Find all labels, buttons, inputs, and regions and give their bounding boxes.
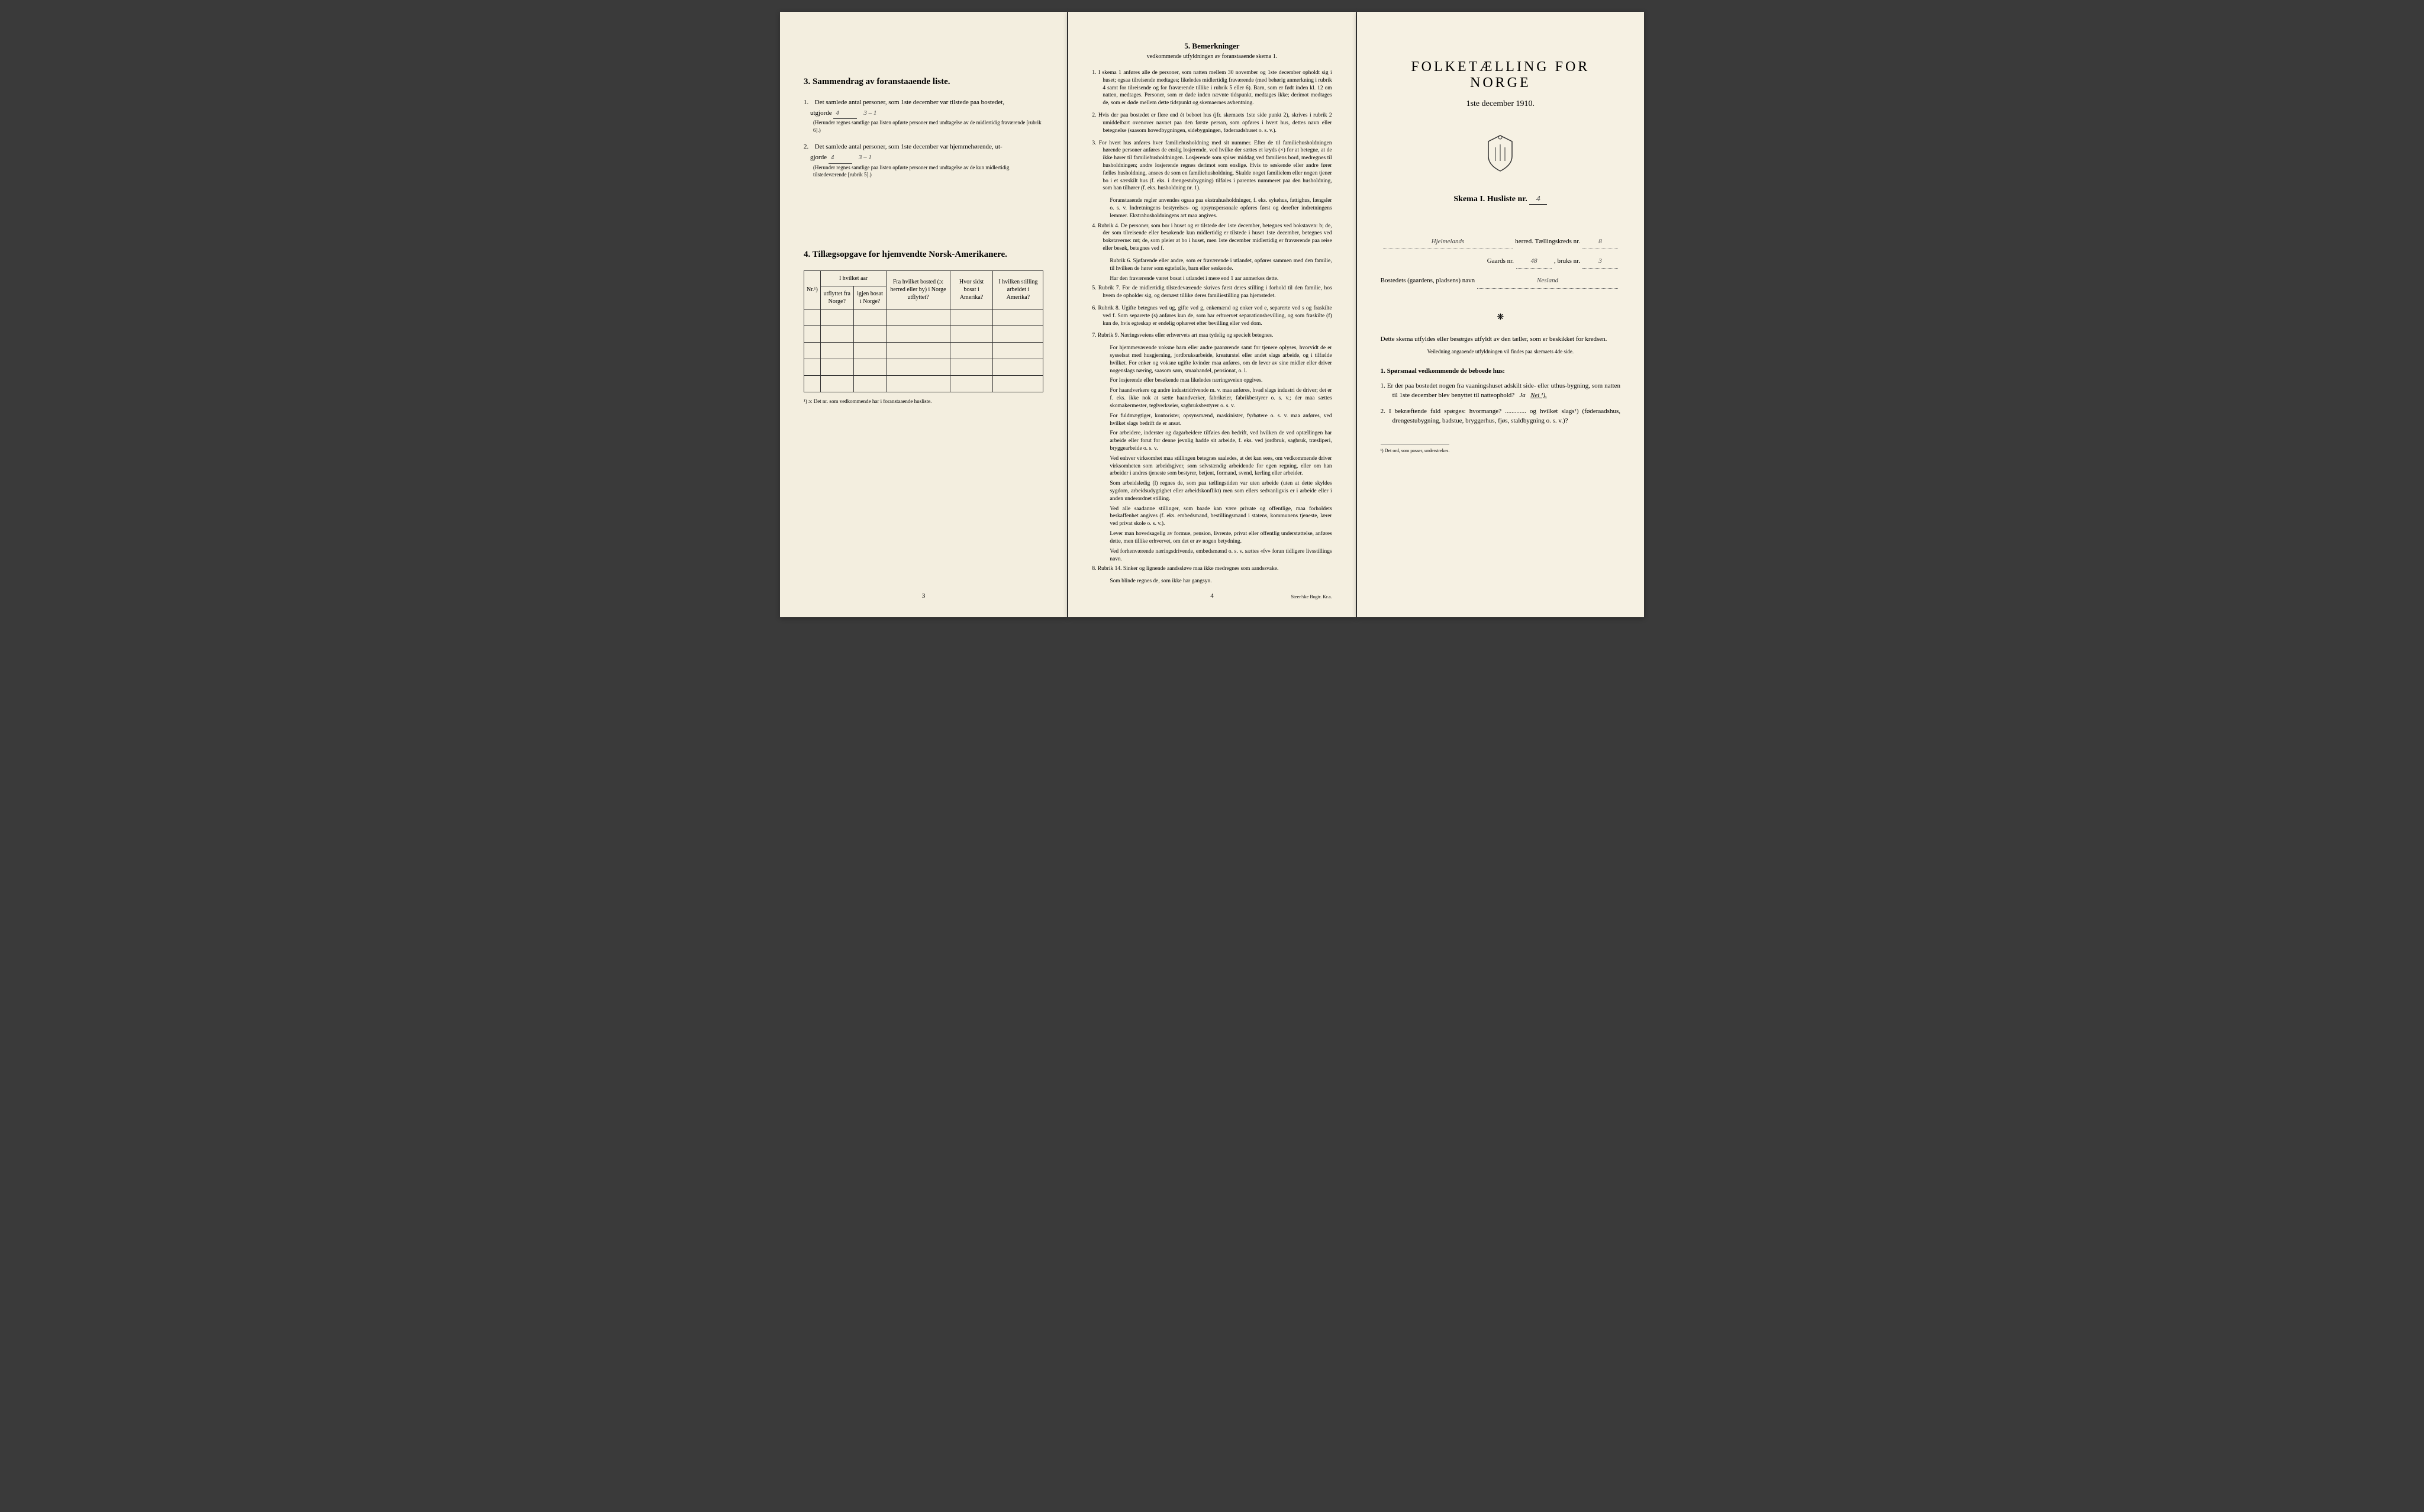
bruk-label: , bruks nr. — [1554, 254, 1580, 268]
instruction-sub: Veiledning angaaende utfyldningen vil fi… — [1381, 349, 1620, 354]
col-nr: Nr.¹) — [804, 270, 821, 309]
main-title: FOLKETÆLLING FOR NORGE — [1381, 59, 1620, 91]
bemerk-7-sub7: Som arbeidsledig (l) regnes de, som paa … — [1092, 480, 1332, 502]
item-2-val2: 3 – 1 — [859, 154, 872, 161]
section-5-subtitle: vedkommende utfyldningen av foranstaaend… — [1092, 53, 1332, 60]
page-1: 3. Sammendrag av foranstaaende liste. 1.… — [780, 12, 1067, 617]
q1-nei: Nei ¹). — [1530, 392, 1547, 399]
printer-mark: Steen'ske Bogtr. Kr.a. — [1291, 594, 1332, 599]
item-1-num: 1. — [804, 98, 813, 108]
col-utflyttet: utflyttet fra Norge? — [820, 286, 853, 309]
bemerk-8: 8. Rubrik 14. Sinker og lignende aandssl… — [1092, 565, 1332, 573]
gaard-val: 48 — [1516, 254, 1552, 269]
item-2-val1: 4 — [829, 153, 852, 164]
bemerk-4-sub2: Har den fraværende været bosat i utlande… — [1092, 275, 1332, 283]
table-row — [804, 375, 1043, 392]
item-1-text: Det samlede antal personer, som 1ste dec… — [815, 99, 1004, 106]
item-2-note: (Herunder regnes samtlige paa listen opf… — [804, 164, 1043, 179]
bemerk-7-sub4: For fuldmægtiger, kontorister, opsynsmæn… — [1092, 412, 1332, 428]
document-container: 3. Sammendrag av foranstaaende liste. 1.… — [780, 12, 1644, 617]
bemerk-7-sub6: Ved enhver virksomhet maa stillingen bet… — [1092, 455, 1332, 478]
table-footnote: ¹) ɔ: Det nr. som vedkommende har i fora… — [804, 398, 1043, 404]
table-row — [804, 342, 1043, 359]
question-2: 2. I bekræftende fald spørges: hvormange… — [1381, 407, 1620, 426]
bemerk-2: 2. Hvis der paa bostedet er flere end ét… — [1092, 112, 1332, 134]
bemerk-7-sub9: Lever man hovedsagelig av formue, pensio… — [1092, 530, 1332, 546]
q1-ja: Ja — [1519, 392, 1525, 399]
bemerk-1: 1. I skema 1 anføres alle de personer, s… — [1092, 69, 1332, 107]
ornament-icon: ❋ — [1381, 312, 1620, 323]
gaard-label: Gaards nr. — [1487, 254, 1514, 268]
bemerk-4: 4. Rubrik 4. De personer, som bor i huse… — [1092, 223, 1332, 253]
col-igjen: igjen bosat i Norge? — [853, 286, 887, 309]
bruk-val: 3 — [1582, 254, 1618, 269]
col-amerika: Hvor sidst bosat i Amerika? — [950, 270, 993, 309]
bemerk-7-sub8: Ved alle saadanne stillinger, som baade … — [1092, 505, 1332, 528]
bemerk-4-sub1: Rubrik 6. Sjøfarende eller andre, som er… — [1092, 257, 1332, 273]
bemerk-6: 6. Rubrik 8. Ugifte betegnes ved ug, gif… — [1092, 305, 1332, 327]
bemerk-3: 3. For hvert hus anføres hver familiehus… — [1092, 140, 1332, 193]
coat-of-arms-icon — [1381, 133, 1620, 177]
questions-section: 1. Spørsmaal vedkommende de beboede hus:… — [1381, 366, 1620, 426]
q-heading: 1. Spørsmaal vedkommende de beboede hus: — [1381, 366, 1620, 376]
col-bosted: Fra hvilket bosted (ɔ: herred eller by) … — [887, 270, 950, 309]
item-1-val2: 3 – 1 — [863, 109, 876, 117]
bemerk-7-sub2: For losjerende eller besøkende maa likel… — [1092, 377, 1332, 385]
kreds-val: 8 — [1582, 234, 1618, 249]
section-4-heading: 4. Tillægsopgave for hjemvendte Norsk-Am… — [804, 250, 1043, 260]
bemerk-5: 5. Rubrik 7. For de midlertidig tilstede… — [1092, 285, 1332, 300]
item-2-num: 2. — [804, 142, 813, 153]
col-aar-head: I hvilket aar — [820, 270, 887, 286]
item-1-note: (Herunder regnes samtlige paa listen opf… — [804, 119, 1043, 134]
bemerk-8-sub: Som blinde regnes de, som ikke har gangs… — [1092, 578, 1332, 585]
table-row — [804, 325, 1043, 342]
bemerk-7-sub3: For haandverkere og andre industridriven… — [1092, 387, 1332, 410]
section-3-sammendrag: 3. Sammendrag av foranstaaende liste. 1.… — [804, 77, 1043, 179]
bemerkninger-list: 1. I skema 1 anføres alle de personer, s… — [1092, 69, 1332, 585]
skema-line: Skema I. Husliste nr. 4 — [1381, 195, 1620, 205]
footnote-1: ¹) Det ord, som passer, understrekes. — [1381, 444, 1450, 453]
col-stilling: I hvilken stilling arbeidet i Amerika? — [993, 270, 1043, 309]
skema-label: Skema I. Husliste nr. — [1453, 195, 1527, 204]
item-2: 2. Det samlede antal personer, som 1ste … — [804, 142, 1043, 178]
bosted-val: Nesland — [1477, 273, 1618, 288]
bemerk-7-sub5: For arbeidere, inderster og dagarbeidere… — [1092, 430, 1332, 452]
form-metadata: Hjelmelands herred. Tællingskreds nr. 8 … — [1381, 234, 1620, 289]
bosted-label: Bostedets (gaardens, pladsens) navn — [1381, 273, 1475, 288]
page-2: 5. Bemerkninger vedkommende utfyldningen… — [1068, 12, 1355, 617]
skema-val: 4 — [1529, 195, 1547, 205]
bemerk-7: 7. Rubrik 9. Næringsveiens eller erhverv… — [1092, 332, 1332, 340]
bemerk-7-sub10: Ved forhenværende næringsdrivende, embed… — [1092, 548, 1332, 563]
item-1: 1. Det samlede antal personer, som 1ste … — [804, 98, 1043, 134]
herred-label: herred. Tællingskreds nr. — [1515, 234, 1580, 249]
bemerk-3-sub: Foranstaaende regler anvendes ogsaa paa … — [1092, 197, 1332, 220]
table-row — [804, 309, 1043, 325]
item-1-val1: 4 — [833, 108, 857, 120]
item-1-label: utgjorde — [810, 109, 832, 117]
instruction-text: Dette skema utfyldes eller besørges utfy… — [1381, 334, 1620, 344]
herred-val: Hjelmelands — [1383, 234, 1513, 249]
page-number-3: 3 — [922, 592, 926, 599]
question-1: 1. Er der paa bostedet nogen fra vaaning… — [1381, 381, 1620, 401]
bemerk-7-sub1: For hjemmeværende voksne barn eller andr… — [1092, 344, 1332, 375]
section-3-heading: 3. Sammendrag av foranstaaende liste. — [804, 77, 1043, 87]
table-row — [804, 359, 1043, 375]
section-5-heading: 5. Bemerkninger — [1092, 41, 1332, 51]
page-number-4: 4 — [1210, 592, 1214, 599]
page-3: FOLKETÆLLING FOR NORGE 1ste december 191… — [1357, 12, 1644, 617]
amerikanere-table: Nr.¹) I hvilket aar Fra hvilket bosted (… — [804, 270, 1043, 392]
item-2-label: gjorde — [810, 154, 827, 161]
item-2-text: Det samlede antal personer, som 1ste dec… — [815, 143, 1003, 150]
title-date: 1ste december 1910. — [1381, 99, 1620, 109]
section-4-tillaeg: 4. Tillægsopgave for hjemvendte Norsk-Am… — [804, 250, 1043, 404]
